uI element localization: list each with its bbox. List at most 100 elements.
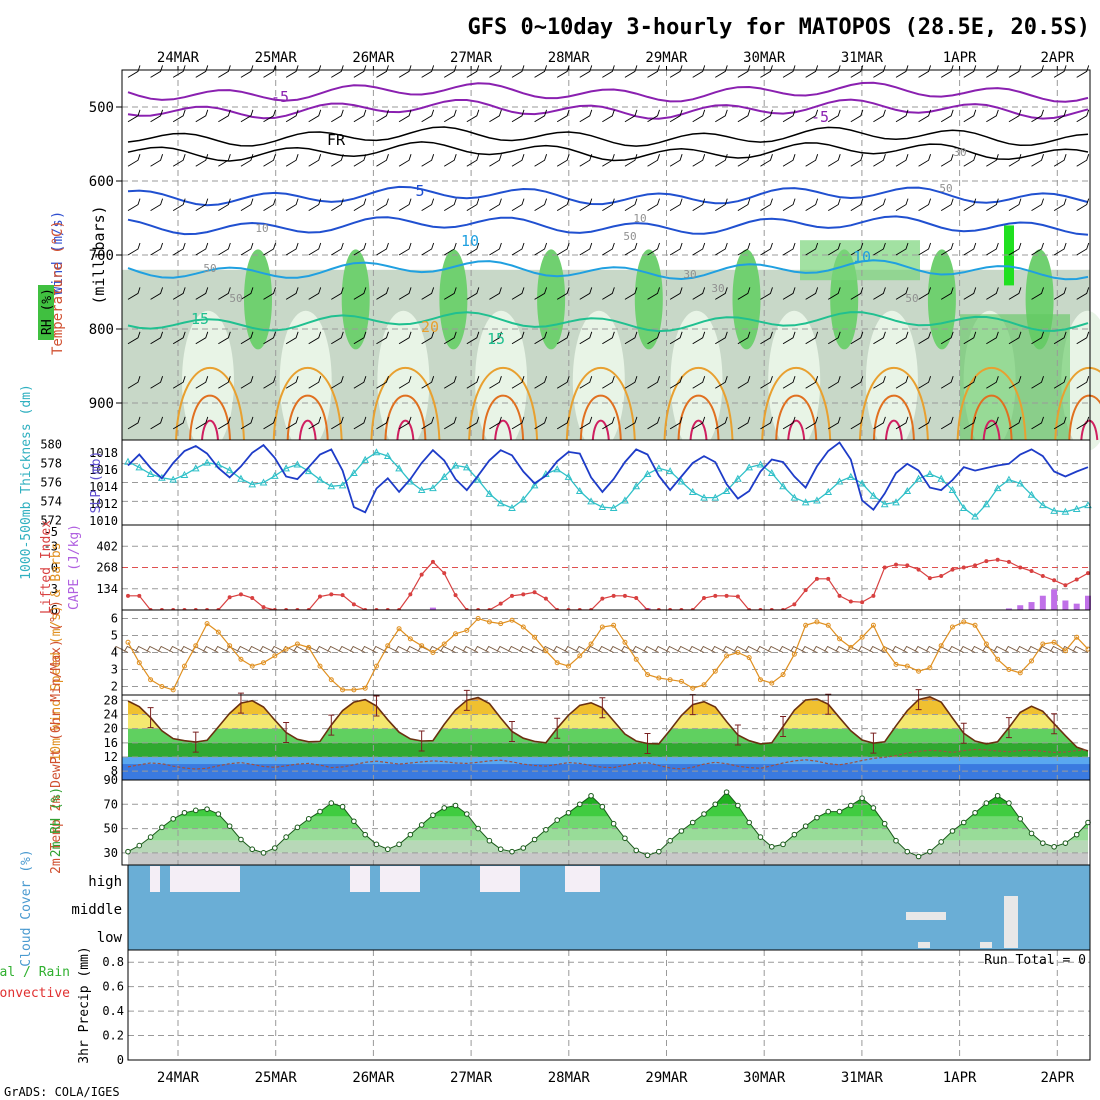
rh-point [159,824,165,831]
rh-tick-label: 70 [104,797,118,811]
surface-wind-barb [959,645,976,653]
wind-barb [963,242,977,256]
wind-barb [1053,109,1067,123]
rh-contour-label: 50 [905,292,918,305]
wind-barb [466,287,480,300]
wind-barb [534,242,548,256]
wind-speed-point [204,621,210,627]
surface-wind-barb [474,645,490,653]
lifted-index-point [984,559,989,564]
wind-barb [1076,65,1090,78]
wind-speed-point [283,646,289,652]
surface-wind-barb [135,645,151,653]
isotherm-line [956,366,1027,441]
thickness-point [598,503,607,511]
isotherm-line [663,366,734,441]
wind-barb [940,331,954,345]
pressure-tick-label: 500 [89,100,114,116]
rh-band-dry [572,310,625,451]
lifted-index-point [238,592,243,597]
surface-wind-barb [270,645,287,653]
lifted-index-axis-label: Lifted Index [39,520,54,614]
thickness-point [191,464,200,472]
lifted-index-point [521,592,526,597]
wind-speed-point [645,672,651,678]
surface-wind-barb [225,645,242,653]
wind-barb [895,65,909,78]
isotherm-label: 20 [421,318,439,336]
cape-tick-label: 402 [96,539,118,553]
wind-speed-point [983,641,989,647]
isotherm-line [982,419,1001,441]
wind-barb [127,154,141,167]
wind-barb [534,154,548,167]
wind-speed-point [938,643,944,649]
surface-wind-barb [722,645,739,653]
wind-barb [579,154,593,167]
rh-band [128,840,1088,853]
wind-barb [218,331,231,345]
wind-speed-point [351,687,357,693]
rh-point [565,809,572,816]
wind-barb [963,331,977,345]
cloud-level-label: high [88,874,122,890]
rh-point [960,819,967,826]
wind-barb [150,109,164,123]
wind-barb [602,109,615,123]
wind-barb [127,376,141,389]
wind-barb [398,376,412,389]
isotherm-line [127,141,1089,162]
isotherm-line [494,419,513,441]
wind-barb [940,242,954,256]
isotherm-label: -5 [811,108,829,126]
wind-barb [556,331,570,345]
wind-tick-label: 5 [111,629,118,643]
rh-point [938,839,944,845]
wind-barb [218,65,231,78]
wind-barb [534,109,548,123]
wind-barb [873,331,886,345]
wind-barb [940,416,954,430]
wind-speed-point [1051,639,1057,645]
wind-speed-point [690,685,696,691]
wind-barb [940,287,954,300]
isotherm-line [127,81,1089,103]
wind-speed-point [396,626,402,632]
minmax-errorbar [192,731,199,753]
li-cape-panel: -5-3 0 3 6 402 268 134 Lifted Index CAPE (J/kg… [39,520,1091,617]
cloud-level-label: low [97,930,123,946]
wind-barb [556,242,570,256]
rh-point [825,808,832,815]
pressure-tick-label: 700 [89,248,114,264]
isotherm-line [872,394,915,441]
surface-wind-barb [869,645,885,653]
wind-barb [782,198,796,211]
wind-barb [150,376,164,389]
wind-barb [353,65,367,78]
wind-barb [805,376,819,389]
surface-wind-barb [632,645,648,653]
isotherm-label: 10 [853,248,871,266]
wind-speed-point [464,627,470,633]
wind-barb [240,416,254,430]
wind-barb [218,198,231,211]
wind-barb [353,198,367,211]
thickness-point [304,467,313,475]
wind-barb [579,416,593,430]
cloud-clear-bars [150,866,1018,948]
surface-wind-barb [440,645,456,653]
surface-wind-barb [202,645,219,653]
thickness-point [1016,479,1025,487]
isotherm-line [127,126,1089,147]
rh-point [249,846,256,853]
date-tick-label: 26MAR [352,1070,395,1086]
low-cloud-gap [980,942,992,948]
wind-speed-point [453,631,459,637]
wind-barb [918,65,932,78]
wind-barb [647,331,660,345]
thickness-point [361,455,370,463]
date-tick-label: 29MAR [645,1070,688,1086]
high-cloud-gap [480,866,520,892]
wind-barb [308,331,322,345]
top-date-axis: 24MAR 25MAR 26MAR 27MAR 28MAR 29MAR 30MAR 31MAR… [157,50,1075,70]
